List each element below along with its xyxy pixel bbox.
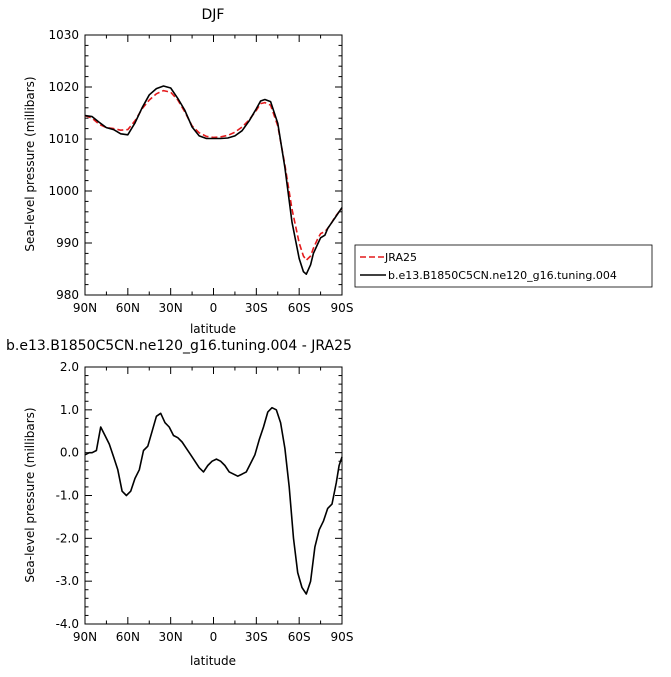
top-series-line-b-e13-b1850c5cn-ne120-g16-tuning-004 [84,85,343,276]
bottom-xtick-label: 30N [159,630,183,644]
bottom-xtick-label: 90N [73,630,97,644]
top-chart-ylabel: Sea-level pressure (millibars) [23,76,37,251]
bottom-ytick-label: -2.0 [56,531,79,545]
legend-label-jra25: JRA25 [384,251,417,264]
bottom-xtick-label: 90S [331,630,354,644]
bottom-chart-title: b.e13.B1850C5CN.ne120_g16.tuning.004 - J… [6,338,352,354]
bottom-ytick-label: -3.0 [56,574,79,588]
bottom-series-line-0 [84,406,343,595]
top-chart-title: DJF [202,7,225,23]
top-ytick-label: 1030 [48,28,79,42]
bottom-ytick-label: 1.0 [60,403,79,417]
bottom-chart-ylabel: Sea-level pressure (millibars) [23,407,37,582]
top-xtick-label: 30S [245,301,268,315]
top-plot-area: 90N 60N 30N 0 30S 60S 90S 980 990 1000 1010 1020 103… [48,28,353,315]
bottom-frame [84,366,343,625]
top-ytick-label: 980 [56,288,79,302]
top-series-line-jra25 [84,89,343,262]
top-ytick-label: 990 [56,236,79,250]
top-chart: DJF Sea-level pressure (millibars) 90N 60… [23,7,653,336]
top-xtick-label: 60S [288,301,311,315]
bottom-xtick-label: 60S [288,630,311,644]
legend-box [354,244,653,288]
bottom-xtick-label: 0 [210,630,218,644]
legend: JRA25 b.e13.B1850C5CN.ne120_g16.tuning.0… [354,244,653,288]
top-chart-xlabel: latitude [190,322,236,336]
bottom-plot-area: 90N 60N 30N 0 30S 60S 90S -4.0 -3.0 -2.0 -1.0 0.0 1.… [56,360,354,644]
top-ytick-label: 1010 [48,132,79,146]
top-xtick-label: 60N [116,301,140,315]
bottom-chart: b.e13.B1850C5CN.ne120_g16.tuning.004 - J… [6,338,353,668]
top-xtick-label: 30N [159,301,183,315]
top-xtick-label: 0 [210,301,218,315]
bottom-xtick-label: 30S [245,630,268,644]
bottom-ytick-label: -4.0 [56,617,79,631]
bottom-ytick-label: 0.0 [60,446,79,460]
top-xtick-label: 90N [73,301,97,315]
top-ytick-label: 1000 [48,184,79,198]
top-ytick-label: 1020 [48,80,79,94]
bottom-ytick-label: -1.0 [56,489,79,503]
top-xtick-label: 90S [331,301,354,315]
bottom-ytick-label: 2.0 [60,360,79,374]
bottom-xtick-label: 60N [116,630,140,644]
bottom-chart-xlabel: latitude [190,654,236,668]
legend-label-model: b.e13.B1850C5CN.ne120_g16.tuning.004 [388,269,617,282]
